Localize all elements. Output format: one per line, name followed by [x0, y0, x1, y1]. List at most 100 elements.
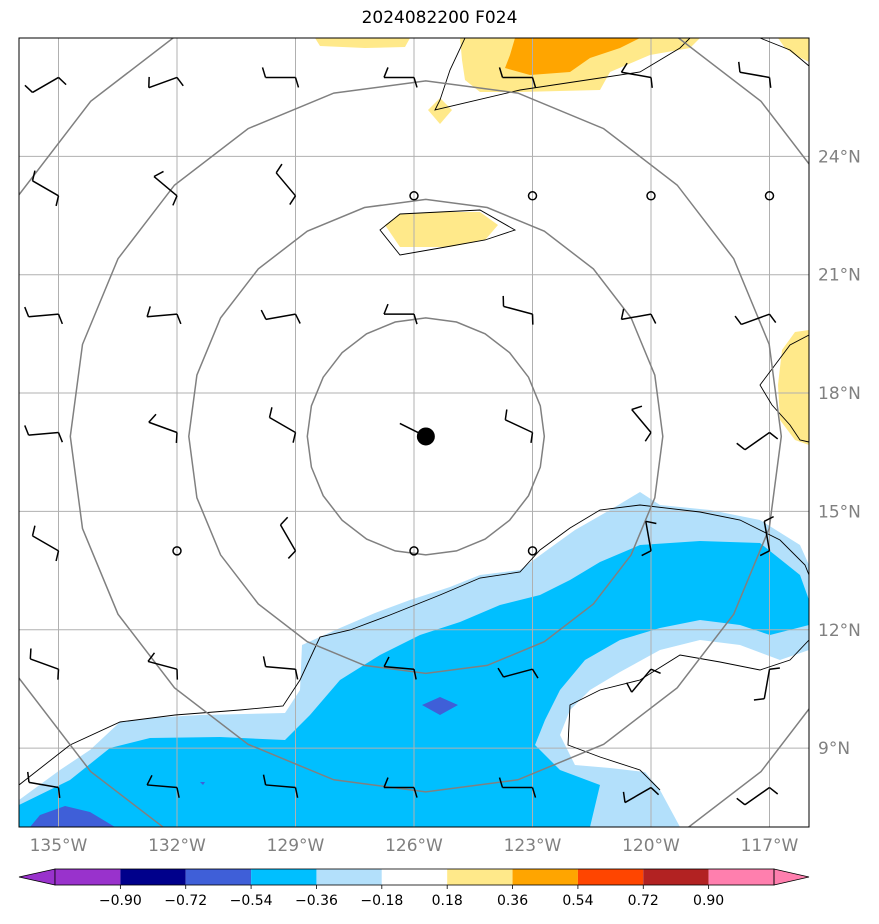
colorbar-tick-label: −0.54 — [230, 893, 273, 909]
wind-barb — [146, 774, 180, 798]
wind-barb — [260, 309, 301, 324]
positive-anomaly-small — [428, 98, 452, 124]
wind-barb — [641, 520, 657, 557]
positive-anomaly-right — [778, 330, 809, 445]
colorbar-segment — [447, 869, 513, 885]
positive-anomaly-top-right — [778, 38, 809, 62]
wind-barb — [275, 163, 297, 205]
wind-barb — [24, 76, 67, 94]
negative-anomaly-dark-2 — [30, 806, 115, 827]
map-title: 2024082200 F024 — [361, 8, 518, 28]
range-ring — [306, 317, 546, 556]
colorbar: −0.90 −0.72 −0.54 −0.36 −0.18 0.18 0.36 0.54 0.7… — [18, 868, 810, 909]
wind-barb — [383, 656, 417, 680]
colorbar-tick-label: 0.54 — [562, 893, 593, 909]
colorbar-tick-label: −0.72 — [164, 893, 207, 909]
wind-barb — [620, 62, 653, 88]
colorbar-tick-label: −0.36 — [295, 893, 338, 909]
positive-anomaly-top-left — [315, 38, 410, 48]
calm-wind-marker — [527, 191, 538, 201]
calm-wind-marker — [409, 191, 419, 201]
wind-barbs — [24, 61, 780, 806]
colorbar-segment — [708, 869, 774, 885]
colorbar-segment — [251, 869, 317, 885]
wind-barb — [383, 777, 418, 798]
wind-barb — [383, 67, 418, 88]
colorbar-segment — [185, 869, 252, 885]
colorbar-frame — [54, 868, 775, 886]
calm-wind-marker — [764, 191, 775, 201]
wind-barb — [734, 313, 777, 326]
calm-wind-marker — [646, 191, 656, 201]
wind-barb — [24, 425, 64, 443]
latitude-tick-labels: 9°N 12°N 15°N 18°N 21°N 24°N — [818, 147, 861, 759]
lon-tick-label: 123°W — [504, 836, 562, 856]
positive-anomaly-center-north — [385, 212, 498, 247]
wind-barb — [262, 774, 299, 798]
colorbar-segment — [316, 869, 382, 885]
calm-wind-marker — [527, 546, 538, 556]
lat-tick-label: 12°N — [818, 621, 861, 641]
wind-barb — [502, 295, 534, 325]
colorbar-segment — [577, 869, 644, 885]
colorbar-segment — [120, 869, 186, 885]
wind-barb — [262, 656, 299, 680]
lon-tick-label: 126°W — [385, 836, 443, 856]
plot-frame — [18, 37, 810, 828]
colorbar-segment — [512, 869, 578, 885]
calm-wind-marker — [409, 546, 419, 556]
colorbar-extend-high — [773, 868, 810, 886]
wind-barb — [261, 67, 300, 88]
wind-barb — [625, 668, 661, 693]
colorbar-segment — [381, 869, 448, 885]
wind-barb — [29, 648, 60, 680]
wind-barb — [279, 516, 297, 559]
lat-tick-label: 15°N — [818, 502, 861, 522]
wind-barb — [504, 409, 534, 443]
wind-barb — [498, 67, 537, 88]
wind-barb — [631, 405, 652, 442]
wind-barb — [620, 308, 657, 324]
lat-lon-gridlines — [19, 38, 809, 827]
calm-wind-marker — [172, 546, 182, 556]
lon-tick-label: 117°W — [741, 836, 799, 856]
colorbar-tick-label: 0.18 — [432, 893, 463, 909]
colorbar-tick-label: −0.18 — [360, 893, 403, 909]
wind-barb — [498, 777, 537, 798]
colorbar-tick-label: 0.90 — [693, 893, 724, 909]
lat-tick-label: 24°N — [818, 147, 861, 167]
range-ring — [188, 198, 664, 675]
wind-barb — [148, 413, 178, 443]
range-ring — [69, 80, 783, 793]
wind-barb — [497, 667, 539, 679]
positive-anomaly-top-orange — [505, 38, 640, 75]
lon-tick-label: 120°W — [622, 836, 680, 856]
wind-barb — [736, 786, 779, 806]
wind-barb — [622, 786, 660, 804]
wind-barb — [24, 306, 64, 325]
wind-barb — [147, 652, 179, 680]
wind-barb — [146, 306, 182, 325]
wind-barb — [268, 407, 297, 443]
lon-tick-label: 129°W — [267, 836, 325, 856]
lat-tick-label: 9°N — [818, 739, 850, 759]
colorbar-tick-label: 0.72 — [628, 893, 659, 909]
wind-barb — [383, 303, 418, 325]
colorbar-tick-label: −0.90 — [99, 893, 142, 909]
wind-barb — [759, 515, 774, 557]
wind-barb — [31, 525, 60, 562]
wind-barb — [31, 170, 60, 207]
wind-barb — [753, 667, 780, 701]
lat-tick-label: 21°N — [818, 266, 861, 286]
colorbar-tick-label: 0.36 — [497, 893, 528, 909]
longitude-tick-labels: 135°W 132°W 129°W 126°W 123°W 120°W 117°W — [30, 836, 799, 856]
colorbar-extend-low — [18, 868, 56, 886]
lat-tick-label: 18°N — [818, 384, 861, 404]
colorbar-segment — [643, 869, 709, 885]
lon-tick-label: 135°W — [30, 836, 88, 856]
negative-anomaly-dark-1 — [422, 697, 458, 715]
wind-barb — [153, 170, 178, 206]
